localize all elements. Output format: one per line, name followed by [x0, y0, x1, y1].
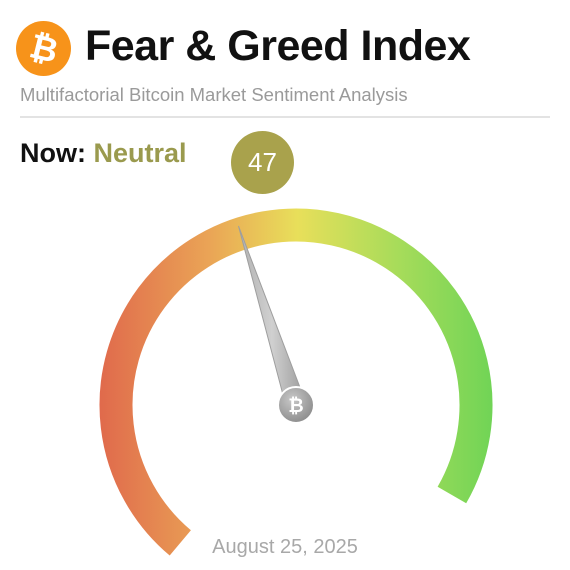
current-sentiment: Now: Neutral: [20, 138, 187, 169]
bitcoin-logo-icon: ₿: [16, 21, 71, 76]
gauge-needle: [238, 225, 307, 409]
gauge-arc: [99, 208, 493, 556]
now-label: Now:: [20, 138, 86, 168]
page-subtitle: Multifactorial Bitcoin Market Sentiment …: [20, 84, 408, 105]
header-divider: [20, 116, 550, 118]
gauge-hub: ₿: [277, 386, 315, 424]
bitcoin-hub-icon: ₿: [288, 396, 303, 417]
sentiment-value: Neutral: [93, 138, 187, 168]
page-title: Fear & Greed Index: [85, 22, 471, 70]
score-badge: 47: [231, 131, 294, 194]
date-label: August 25, 2025: [212, 536, 358, 558]
